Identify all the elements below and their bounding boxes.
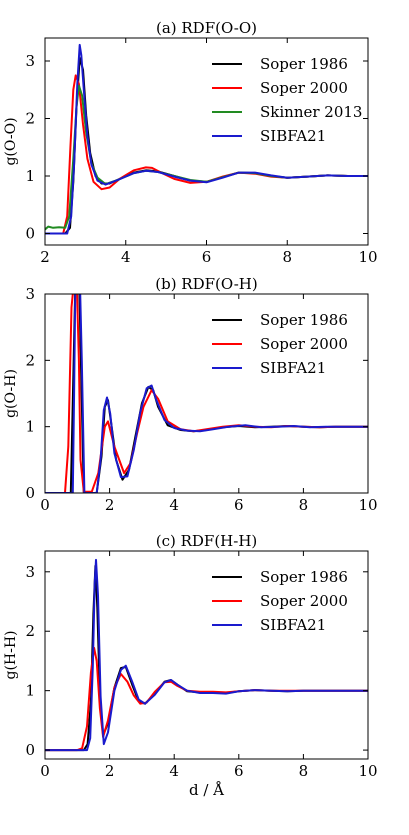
y-tick-label: 3 <box>25 285 35 303</box>
chart-title: (a) RDF(O-O) <box>156 19 257 37</box>
y-tick-label: 0 <box>25 484 35 502</box>
y-tick-label: 3 <box>25 563 35 581</box>
legend-label: Soper 2000 <box>260 79 348 97</box>
x-tick-label: 8 <box>299 496 309 514</box>
x-axis-label: d / Å <box>189 781 224 799</box>
x-tick-label: 4 <box>169 762 179 780</box>
chart-title: (b) RDF(O-H) <box>155 275 258 293</box>
legend-label: Soper 1986 <box>260 568 348 586</box>
x-tick-label: 2 <box>40 248 50 266</box>
y-tick-label: 1 <box>25 418 35 436</box>
series-line-sibfa21 <box>45 558 368 752</box>
x-tick-label: 6 <box>202 248 212 266</box>
plot-frame <box>44 293 369 494</box>
series-group <box>45 294 368 493</box>
legend-label: SIBFA21 <box>260 359 326 377</box>
legend-label: Soper 1986 <box>260 311 348 329</box>
x-tick-label: 2 <box>105 496 115 514</box>
y-tick-label: 2 <box>25 110 35 128</box>
series-line-soper-2000 <box>45 74 368 235</box>
legend: Soper 1986 Soper 2000 SIBFA21 <box>212 311 348 377</box>
x-tick-label: 6 <box>234 496 244 514</box>
x-tick-label: 6 <box>234 762 244 780</box>
legend-label: SIBFA21 <box>260 127 326 145</box>
x-tick-label: 2 <box>105 762 115 780</box>
series-line-sibfa21 <box>45 43 368 235</box>
x-tick-label: 4 <box>121 248 131 266</box>
y-tick-label: 1 <box>25 682 35 700</box>
y-tick-label: 2 <box>25 351 35 369</box>
legend: Soper 1986 Soper 2000 Skinner 2013 SIBFA21 <box>212 55 362 145</box>
x-tick-label: 8 <box>282 248 292 266</box>
x-tick-label: 4 <box>169 496 179 514</box>
plot-frame <box>44 550 369 760</box>
chart-title: (c) RDF(H-H) <box>156 532 258 550</box>
x-tick-label: 10 <box>358 762 377 780</box>
legend-label: SIBFA21 <box>260 616 326 634</box>
chart-panel-3: 0 2 4 6 8 10 0 1 2 3 (c) RDF(H-H) g(H-H) d / Å Soper … <box>3 532 378 799</box>
y-tick-label: 1 <box>25 167 35 185</box>
y-tick-label: 0 <box>25 741 35 759</box>
legend-label: Soper 2000 <box>260 335 348 353</box>
y-axis-label: g(O-H) <box>3 369 19 418</box>
x-tick-label: 10 <box>358 496 377 514</box>
y-axis-label: g(H-H) <box>3 630 19 679</box>
y-axis-label: g(O-O) <box>3 117 19 165</box>
legend-label: Soper 2000 <box>260 592 348 610</box>
y-tick-label: 2 <box>25 622 35 640</box>
legend-label: Soper 1986 <box>260 55 348 73</box>
x-tick-label: 8 <box>299 762 309 780</box>
x-tick-label: 10 <box>358 248 377 266</box>
series-line-sibfa21 <box>45 294 368 493</box>
series-group <box>45 558 368 752</box>
legend: Soper 1986 Soper 2000 SIBFA21 <box>212 568 348 634</box>
series-group <box>45 43 368 235</box>
y-tick-label: 3 <box>25 52 35 70</box>
legend-label: Skinner 2013 <box>260 103 362 121</box>
x-tick-label: 0 <box>40 762 50 780</box>
x-tick-label: 0 <box>40 496 50 514</box>
y-tick-label: 0 <box>25 225 35 243</box>
